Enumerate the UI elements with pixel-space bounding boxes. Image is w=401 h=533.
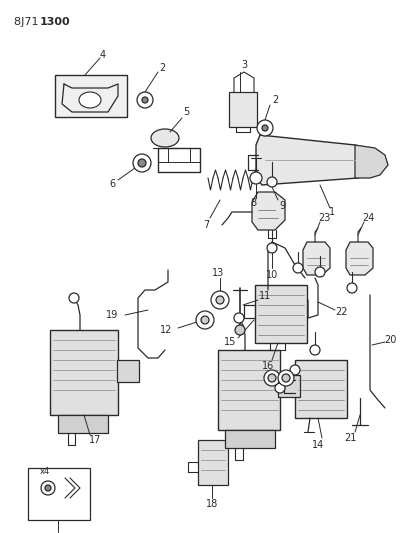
Text: 12: 12 [160,325,172,335]
Polygon shape [256,135,375,185]
Circle shape [278,370,294,386]
Circle shape [315,267,325,277]
Bar [295,360,347,418]
Circle shape [250,172,262,184]
Text: 2: 2 [159,63,165,73]
Bar [50,330,118,415]
Bar [225,430,275,448]
Circle shape [262,125,268,131]
Circle shape [257,120,273,136]
Circle shape [133,154,151,172]
Text: 18: 18 [206,499,218,509]
Text: 24: 24 [362,213,374,223]
Text: 13: 13 [212,268,224,278]
Circle shape [267,243,277,253]
Circle shape [201,316,209,324]
Text: 6: 6 [109,179,115,189]
Text: 1: 1 [329,207,335,217]
Text: 9: 9 [279,201,285,211]
Ellipse shape [79,92,101,108]
Text: 3: 3 [241,60,247,70]
Circle shape [142,97,148,103]
Circle shape [275,383,285,393]
Circle shape [293,263,303,273]
Ellipse shape [151,129,179,147]
Bar [229,92,257,127]
Bar [28,468,90,520]
Circle shape [290,365,300,375]
Text: 17: 17 [89,435,101,445]
Text: 1300: 1300 [40,17,71,27]
Circle shape [234,313,244,323]
Circle shape [310,345,320,355]
Bar [117,360,139,382]
Circle shape [216,296,224,304]
Text: 15: 15 [224,337,236,347]
Polygon shape [303,242,330,275]
Text: 20: 20 [384,335,396,345]
Circle shape [235,325,245,335]
Text: 5: 5 [183,107,189,117]
Circle shape [347,283,357,293]
Polygon shape [355,145,388,178]
Circle shape [138,159,146,167]
Text: 23: 23 [318,213,330,223]
Text: 21: 21 [344,433,356,443]
Text: 11: 11 [259,291,271,301]
Circle shape [41,481,55,495]
Text: 19: 19 [106,310,118,320]
Circle shape [267,177,277,187]
Bar [198,440,228,485]
Text: x4: x4 [40,467,50,477]
Text: 10: 10 [266,270,278,280]
Circle shape [268,374,276,382]
Bar [218,350,280,430]
Circle shape [196,311,214,329]
Polygon shape [252,192,285,230]
Text: 7: 7 [203,220,209,230]
Text: 14: 14 [312,440,324,450]
Text: 2: 2 [272,95,278,105]
Bar [278,375,300,397]
Bar [255,285,307,343]
Circle shape [282,374,290,382]
Circle shape [45,485,51,491]
Text: 16: 16 [262,361,274,371]
Polygon shape [346,242,373,275]
Bar [55,75,127,117]
Circle shape [264,370,280,386]
Circle shape [211,291,229,309]
Text: 22: 22 [336,307,348,317]
Circle shape [69,293,79,303]
Text: 8J71: 8J71 [14,17,42,27]
Bar [58,415,108,433]
Text: 8: 8 [250,198,256,208]
Circle shape [137,92,153,108]
Text: 4: 4 [100,50,106,60]
